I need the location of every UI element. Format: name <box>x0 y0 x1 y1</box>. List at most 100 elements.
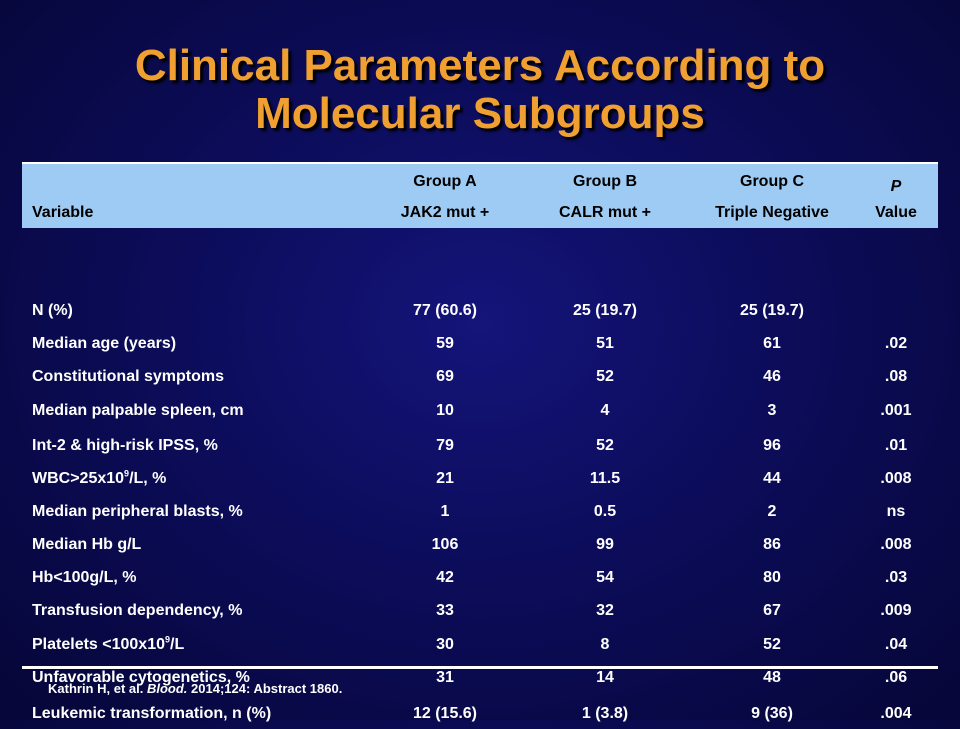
cell-group-a: 12 (15.6) <box>412 705 478 722</box>
table-row: Platelets <100x109/L 30 8 52 .04 <box>22 630 938 660</box>
row-variable-superscript: 9 <box>124 468 130 479</box>
cell-p-value: .06 <box>884 669 908 686</box>
cell-group-c: 46 <box>763 368 781 385</box>
table-row: Median palpable spleen, cm 10 4 3 .001 <box>22 396 938 426</box>
table-row: Constitutional symptoms 69 52 46 .08 <box>22 362 938 392</box>
title-line-1: Clinical Parameters According to <box>134 41 826 90</box>
cell-p-value: .02 <box>884 335 908 352</box>
title-line-2: Molecular Subgroups <box>255 89 705 138</box>
row-variable: Median peripheral blasts, % <box>32 503 243 520</box>
cell-group-a: 31 <box>436 669 454 686</box>
cell-group-a: 77 (60.6) <box>412 302 478 319</box>
row-variable: WBC>25x109/L, % <box>32 464 166 494</box>
cell-group-b: 11.5 <box>589 470 621 487</box>
cell-group-a: 79 <box>436 437 454 454</box>
cell-group-c: 67 <box>763 602 781 619</box>
table-row: Median peripheral blasts, % 1 0.5 2 ns <box>22 497 938 527</box>
row-variable: Constitutional symptoms <box>32 368 225 385</box>
table-row: Transfusion dependency, % 33 32 67 .009 <box>22 596 938 626</box>
header-group-c: Group C <box>740 173 804 190</box>
cell-p-value: .004 <box>880 705 912 722</box>
clinical-parameters-table: Variable Group A JAK2 mut + Group B CALR… <box>22 162 938 722</box>
table-row: Unfavorable cytogenetics, % 31 14 48 .06 <box>22 663 938 693</box>
header-group-b: Group B <box>573 173 637 190</box>
table-header: Variable Group A JAK2 mut + Group B CALR… <box>22 162 938 228</box>
cell-group-c: 25 (19.7) <box>739 302 805 319</box>
header-group-a: Group A <box>413 173 477 190</box>
cell-group-c: 2 <box>767 503 777 520</box>
cell-p-value: .001 <box>880 402 912 419</box>
header-group-b-desc: CALR mut + <box>559 204 651 221</box>
header-group-c-desc: Triple Negative <box>715 204 829 221</box>
cell-group-a: 21 <box>436 470 454 487</box>
cell-group-b: 1 (3.8) <box>581 705 629 722</box>
cell-group-b: 14 <box>596 669 614 686</box>
table-row: Median Hb g/L 106 99 86 .008 <box>22 530 938 560</box>
row-variable-unit: /L, % <box>129 470 167 487</box>
cell-group-b: 51 <box>596 335 614 352</box>
table-bottom-rule <box>22 666 938 669</box>
row-variable-text: WBC>25x10 <box>32 470 125 487</box>
cell-group-b: 99 <box>596 536 614 553</box>
cell-group-a: 59 <box>436 335 454 352</box>
header-p: P <box>890 178 902 195</box>
cell-group-a: 33 <box>436 602 454 619</box>
citation-journal: Blood. <box>146 681 188 696</box>
row-variable: Hb<100g/L, % <box>32 569 137 586</box>
table-row: Hb<100g/L, % 42 54 80 .03 <box>22 563 938 593</box>
row-variable: Median Hb g/L <box>32 536 142 553</box>
row-variable: Int-2 & high-risk IPSS, % <box>32 437 218 454</box>
cell-group-c: 52 <box>763 636 781 653</box>
cell-group-c: 96 <box>763 437 781 454</box>
row-variable: Leukemic transformation, n (%) <box>32 705 272 722</box>
table-row: Leukemic transformation, n (%) 12 (15.6) 1… <box>22 699 938 729</box>
cell-group-b: 54 <box>596 569 614 586</box>
citation: Kathrin H, et al. Blood. 2014;124: Abstr… <box>48 681 342 696</box>
row-variable: N (%) <box>32 302 73 319</box>
table-row: Median age (years) 59 51 61 .02 <box>22 329 938 359</box>
cell-group-c: 3 <box>767 402 777 419</box>
cell-group-c: 61 <box>763 335 781 352</box>
cell-group-c: 48 <box>763 669 781 686</box>
header-variable: Variable <box>32 204 94 221</box>
cell-p-value: .03 <box>884 569 908 586</box>
cell-group-c: 86 <box>763 536 781 553</box>
cell-group-b: 52 <box>596 368 614 385</box>
row-variable-unit: /L <box>170 636 185 653</box>
row-variable: Median age (years) <box>32 335 177 352</box>
header-group-a-desc: JAK2 mut + <box>400 204 490 221</box>
slide-title: Clinical Parameters According to Molecul… <box>0 42 960 138</box>
cell-p-value: .008 <box>880 536 912 553</box>
cell-group-a: 10 <box>436 402 454 419</box>
cell-p-value: .04 <box>884 636 908 653</box>
cell-group-a: 42 <box>436 569 454 586</box>
row-variable: Transfusion dependency, % <box>32 602 243 619</box>
cell-group-b: 32 <box>596 602 614 619</box>
cell-p-value: ns <box>886 503 906 520</box>
cell-group-b: 25 (19.7) <box>572 302 638 319</box>
cell-p-value: .08 <box>884 368 908 385</box>
cell-group-c: 9 (36) <box>751 705 793 722</box>
row-variable-superscript: 9 <box>165 634 171 645</box>
cell-group-a: 106 <box>431 536 459 553</box>
cell-group-b: 52 <box>596 437 614 454</box>
citation-authors: Kathrin H, et al. <box>48 681 144 696</box>
table-row: N (%) 77 (60.6) 25 (19.7) 25 (19.7) <box>22 296 938 326</box>
row-variable: Unfavorable cytogenetics, % <box>32 669 250 686</box>
citation-details: 2014;124: Abstract 1860. <box>191 681 343 696</box>
cell-group-b: 0.5 <box>593 503 617 520</box>
row-variable: Platelets <100x109/L <box>32 630 184 660</box>
cell-p-value: .01 <box>884 437 908 454</box>
table-row: Int-2 & high-risk IPSS, % 79 52 96 .01 <box>22 431 938 461</box>
cell-group-c: 80 <box>763 569 781 586</box>
cell-group-a: 69 <box>436 368 454 385</box>
cell-group-a: 1 <box>440 503 450 520</box>
cell-group-c: 44 <box>763 470 781 487</box>
cell-group-b: 4 <box>600 402 610 419</box>
row-variable: Median palpable spleen, cm <box>32 402 244 419</box>
cell-group-b: 8 <box>600 636 610 653</box>
cell-group-a: 30 <box>436 636 454 653</box>
cell-p-value: .009 <box>880 602 912 619</box>
table-row: WBC>25x109/L, % 21 11.5 44 .008 <box>22 464 938 494</box>
row-variable-text: Platelets <100x10 <box>32 636 165 653</box>
